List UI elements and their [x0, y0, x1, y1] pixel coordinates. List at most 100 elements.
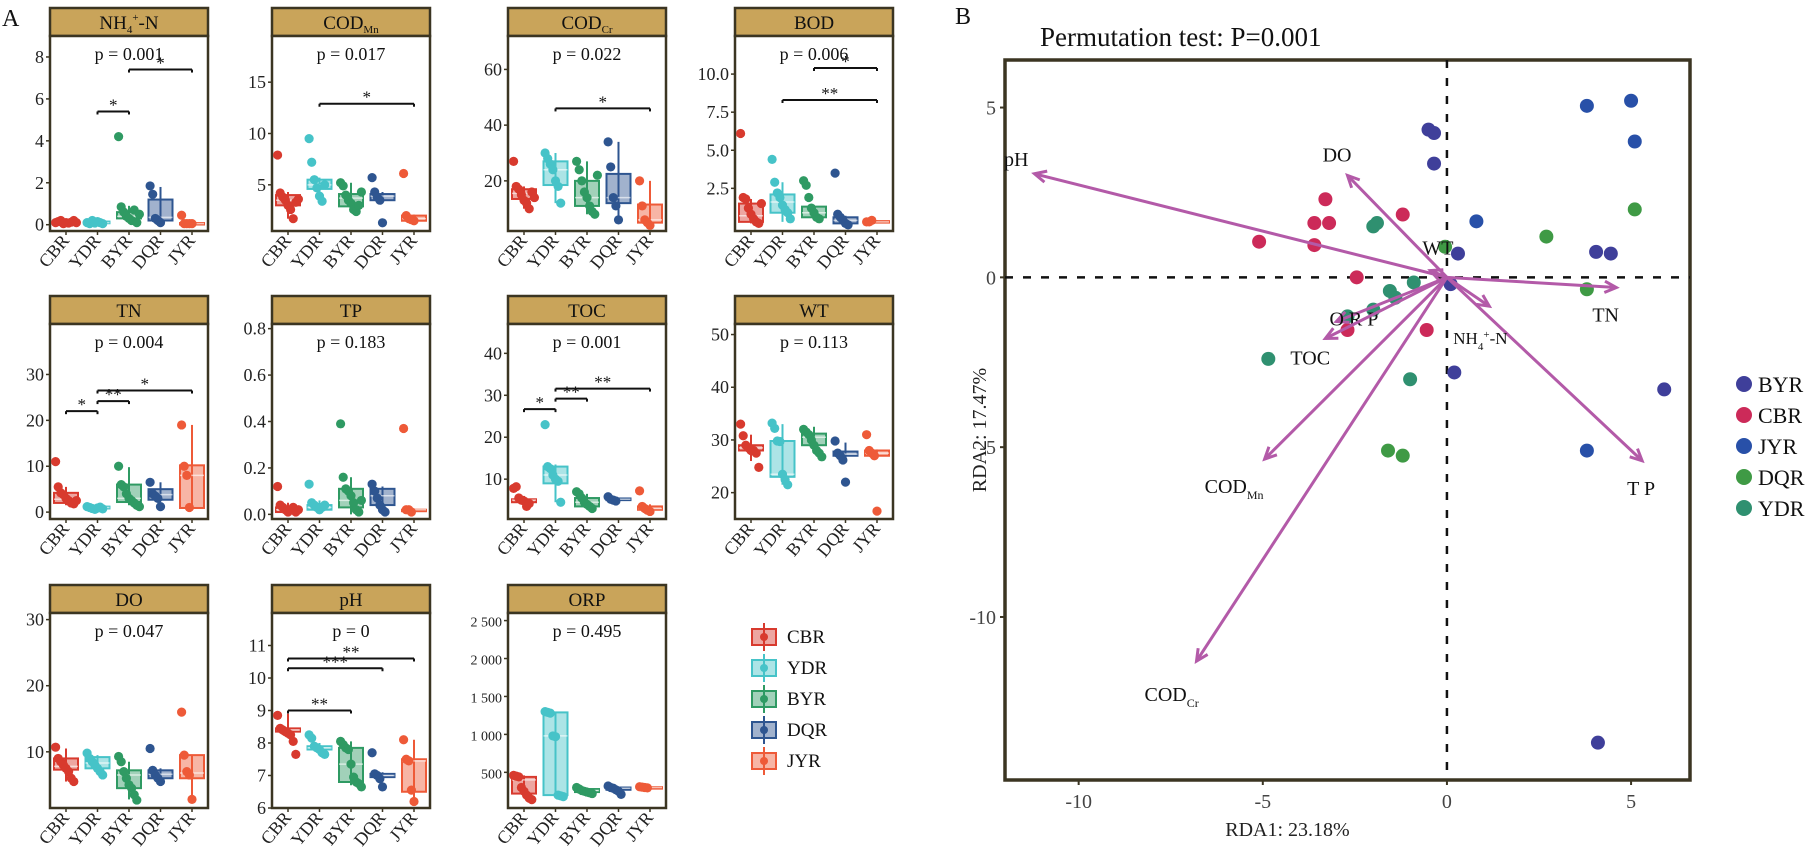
data-point [645, 220, 655, 231]
facet-title: pH [339, 590, 363, 611]
legend-label: BYR [787, 689, 826, 710]
legend-item-byr: BYR [1736, 372, 1804, 397]
data-point [556, 198, 566, 208]
arrow-wt: WT [1422, 238, 1453, 282]
significance-label: * [78, 395, 87, 414]
data-point [1382, 283, 1397, 298]
box-jyr [862, 430, 890, 516]
data-point [867, 215, 877, 225]
data-point [582, 192, 592, 203]
p-value-label: p = 0.495 [553, 621, 622, 641]
legend-label: JYR [787, 751, 821, 772]
y-tick-label: 50 [711, 325, 729, 345]
data-point [754, 462, 764, 472]
data-point [558, 792, 568, 802]
facet-title: ORP [569, 590, 606, 611]
data-point [801, 180, 811, 190]
data-point [572, 156, 582, 166]
x-tick-label: JYR [385, 519, 421, 556]
p-value-label: p = 0.113 [780, 332, 848, 352]
p-value-label: p = 0 [332, 621, 369, 641]
data-point [587, 788, 597, 799]
y-tick-label: 10 [26, 456, 44, 476]
data-point [529, 192, 540, 203]
y-tick-label: 30 [26, 364, 44, 384]
p-value-label: p = 0.022 [553, 44, 622, 64]
data-point [1657, 382, 1672, 397]
box-dqr [603, 492, 632, 506]
data-point [304, 479, 314, 489]
data-point [785, 214, 795, 224]
data-point [304, 134, 314, 144]
env-arrows: pH DO WT TN T P NH4+-N O R P TOC CODMn CODCr [1004, 144, 1655, 710]
boxplot-legend: CBR YDR BYR DQR JYR [751, 623, 827, 775]
box-byr [799, 424, 827, 462]
y-tick-label: 1 500 [471, 691, 503, 706]
data-point [71, 218, 81, 228]
data-point [182, 470, 192, 481]
legend-label: BYR [1758, 372, 1804, 397]
arrow-head [1262, 446, 1278, 462]
x-tick-label: JYR [163, 808, 199, 845]
legend-dot [760, 726, 768, 734]
box-dqr [367, 748, 396, 792]
facet-title: TOC [568, 301, 606, 322]
y-tick-label: 9 [257, 701, 266, 721]
data-point [1589, 244, 1604, 259]
arrow-head [1629, 448, 1645, 464]
p-value-label: p = 0.004 [95, 332, 164, 352]
facet-strip [48, 294, 210, 326]
data-point [1427, 156, 1442, 171]
data-point [751, 448, 761, 458]
y-tick-label: 8 [35, 47, 44, 67]
series-jyr [1469, 93, 1642, 458]
data-point [406, 507, 416, 517]
y-tick-label: 0.4 [244, 412, 267, 432]
y-tick-label: 30 [484, 385, 502, 405]
data-point [409, 796, 419, 807]
legend-dot [1736, 500, 1752, 516]
y-tick-label: 2 [35, 173, 44, 193]
data-point [738, 431, 748, 441]
arrow-head [1603, 279, 1620, 294]
box-byr [336, 736, 366, 792]
data-point [1627, 134, 1642, 149]
box-ydr [82, 502, 111, 514]
data-point [338, 181, 348, 191]
data-point [611, 496, 621, 506]
arrow-label: pH [1004, 149, 1028, 171]
x-tick-label: CBR [257, 519, 295, 559]
y-tick-label: -5 [979, 437, 996, 459]
legend-label: DQR [1758, 465, 1805, 490]
x-tick-label: YDR [523, 231, 563, 273]
x-tick-label: DQR [586, 231, 626, 273]
arrow-tn: TN [1446, 275, 1620, 327]
data-point [1590, 735, 1605, 750]
y-tick-label: 10 [248, 668, 266, 688]
arrow-shaft [1263, 276, 1448, 461]
box-jyr [399, 735, 427, 807]
y-tick-label: 0 [35, 502, 44, 522]
data-point [1395, 207, 1410, 222]
arrow-shaft [1445, 276, 1644, 462]
data-point [592, 170, 603, 180]
legend-label: JYR [1758, 434, 1797, 459]
legend-item-dqr: DQR [751, 716, 827, 744]
x-tick-label: BYR [555, 231, 594, 272]
x-tick-label: BYR [782, 231, 821, 272]
p-value-label: p = 0.001 [95, 44, 164, 64]
data-point [98, 219, 108, 229]
significance-bracket: * [554, 92, 651, 112]
significance-bracket: *** [287, 652, 384, 672]
arrow-label: NH4+-N [1453, 329, 1507, 353]
data-point [1419, 323, 1434, 337]
data-point [770, 177, 780, 187]
x-tick-label: BYR [97, 519, 136, 560]
arrow-do: DO [1323, 144, 1449, 279]
x-tick-label: DQR [350, 231, 390, 273]
data-point [1579, 443, 1594, 458]
data-point [511, 482, 521, 492]
data-point [814, 214, 824, 224]
y-tick-label: 500 [481, 767, 502, 782]
